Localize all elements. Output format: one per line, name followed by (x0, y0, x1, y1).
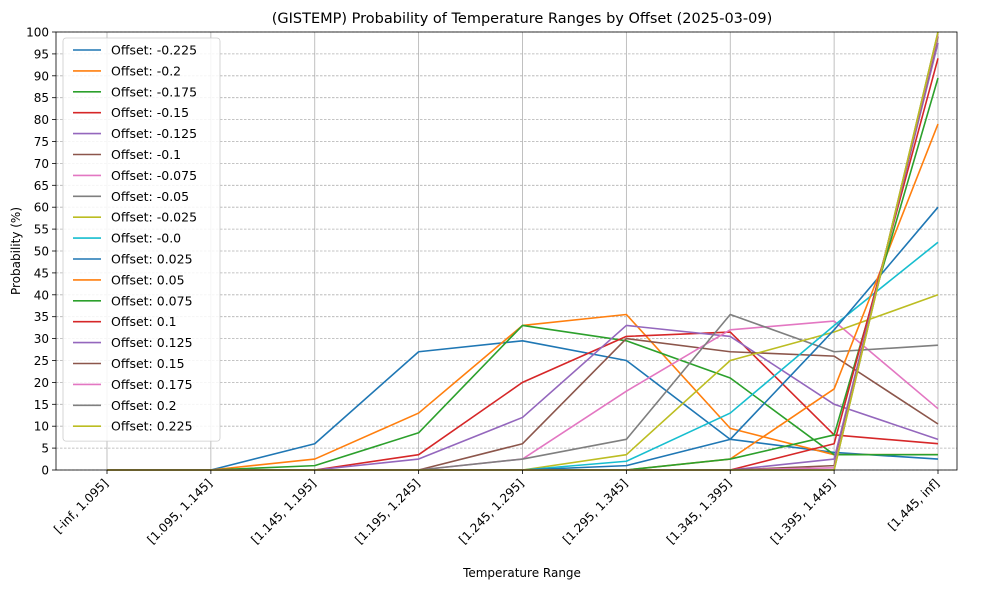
x-tick-label: [1.245, 1.295] (456, 476, 527, 547)
y-tick-label: 35 (34, 310, 49, 324)
y-tick-label: 15 (34, 398, 49, 412)
y-tick-label: 85 (34, 91, 49, 105)
legend-entry: Offset: -0.175 (111, 84, 197, 99)
legend-entry: Offset: -0.025 (111, 210, 197, 225)
y-tick-label: 25 (34, 354, 49, 368)
y-tick-label: 10 (34, 420, 49, 434)
legend-entry: Offset: 0.15 (111, 356, 185, 371)
y-tick-label: 65 (34, 179, 49, 193)
y-tick-label: 75 (34, 135, 49, 149)
y-tick-label: 45 (34, 266, 49, 280)
y-tick-label: 95 (34, 47, 49, 61)
legend-entry: Offset: -0.15 (111, 105, 189, 120)
legend-box (62, 37, 221, 442)
legend-entry: Offset: 0.1 (111, 314, 177, 329)
y-tick-label: 20 (34, 376, 49, 390)
legend-entry: Offset: 0.025 (111, 252, 193, 267)
y-tick-label: 70 (34, 157, 49, 171)
legend-entry: Offset: 0.075 (111, 293, 193, 308)
x-axis-ticks: [-inf, 1.095] [1.095, 1.145] [1.145, 1.195… (51, 470, 942, 547)
legend-entry: Offset: 0.225 (111, 419, 193, 434)
x-tick-label: [1.445, inf] (885, 476, 942, 533)
y-tick-label: 40 (34, 288, 49, 302)
y-tick-label: 60 (34, 201, 49, 215)
y-axis-ticks: 0 5 10 15 20 25 30 35 40 45 50 55 60 65 70 75 80 85 90 95 10… (26, 26, 56, 478)
legend-entry: Offset: 0.125 (111, 335, 193, 350)
x-axis-label: Temperature Range (462, 566, 581, 580)
legend-entry: Offset: -0.075 (111, 168, 197, 183)
x-tick-label: [1.145, 1.195] (248, 476, 319, 547)
legend-entry: Offset: -0.125 (111, 126, 197, 141)
legend-entry: Offset: 0.175 (111, 377, 193, 392)
y-tick-label: 0 (41, 464, 49, 478)
legend-entry: Offset: -0.05 (111, 189, 189, 204)
legend-entry: Offset: -0.225 (111, 43, 197, 58)
y-tick-label: 5 (41, 442, 49, 456)
legend-entry: Offset: -0.2 (111, 63, 181, 78)
chart-title: (GISTEMP) Probability of Temperature Ran… (272, 11, 772, 27)
legend-entry: Offset: 0.2 (111, 398, 177, 413)
x-tick-label: [1.195, 1.245] (352, 476, 423, 547)
y-tick-label: 100 (26, 26, 49, 40)
y-tick-label: 50 (34, 245, 49, 259)
legend: Offset: -0.225 Offset: -0.2 Offset: -0.175… (62, 37, 221, 442)
y-axis-label: Probability (%) (9, 207, 23, 295)
x-tick-label: [1.095, 1.145] (144, 476, 215, 547)
y-tick-label: 90 (34, 69, 49, 83)
x-tick-label: [-inf, 1.095] (51, 476, 111, 536)
y-tick-label: 30 (34, 332, 49, 346)
legend-entry: Offset: -0.0 (111, 231, 181, 246)
series-line-2 (107, 324, 938, 471)
series-line-0 (107, 339, 939, 471)
x-tick-label: [1.295, 1.345] (560, 476, 631, 547)
x-tick-label: [1.395, 1.445] (768, 476, 839, 547)
legend-entry: Offset: 0.05 (111, 272, 185, 287)
y-tick-label: 80 (34, 113, 49, 127)
y-tick-label: 55 (34, 223, 49, 237)
legend-entry: Offset: -0.1 (111, 147, 181, 162)
x-tick-label: [1.345, 1.395] (664, 476, 735, 547)
